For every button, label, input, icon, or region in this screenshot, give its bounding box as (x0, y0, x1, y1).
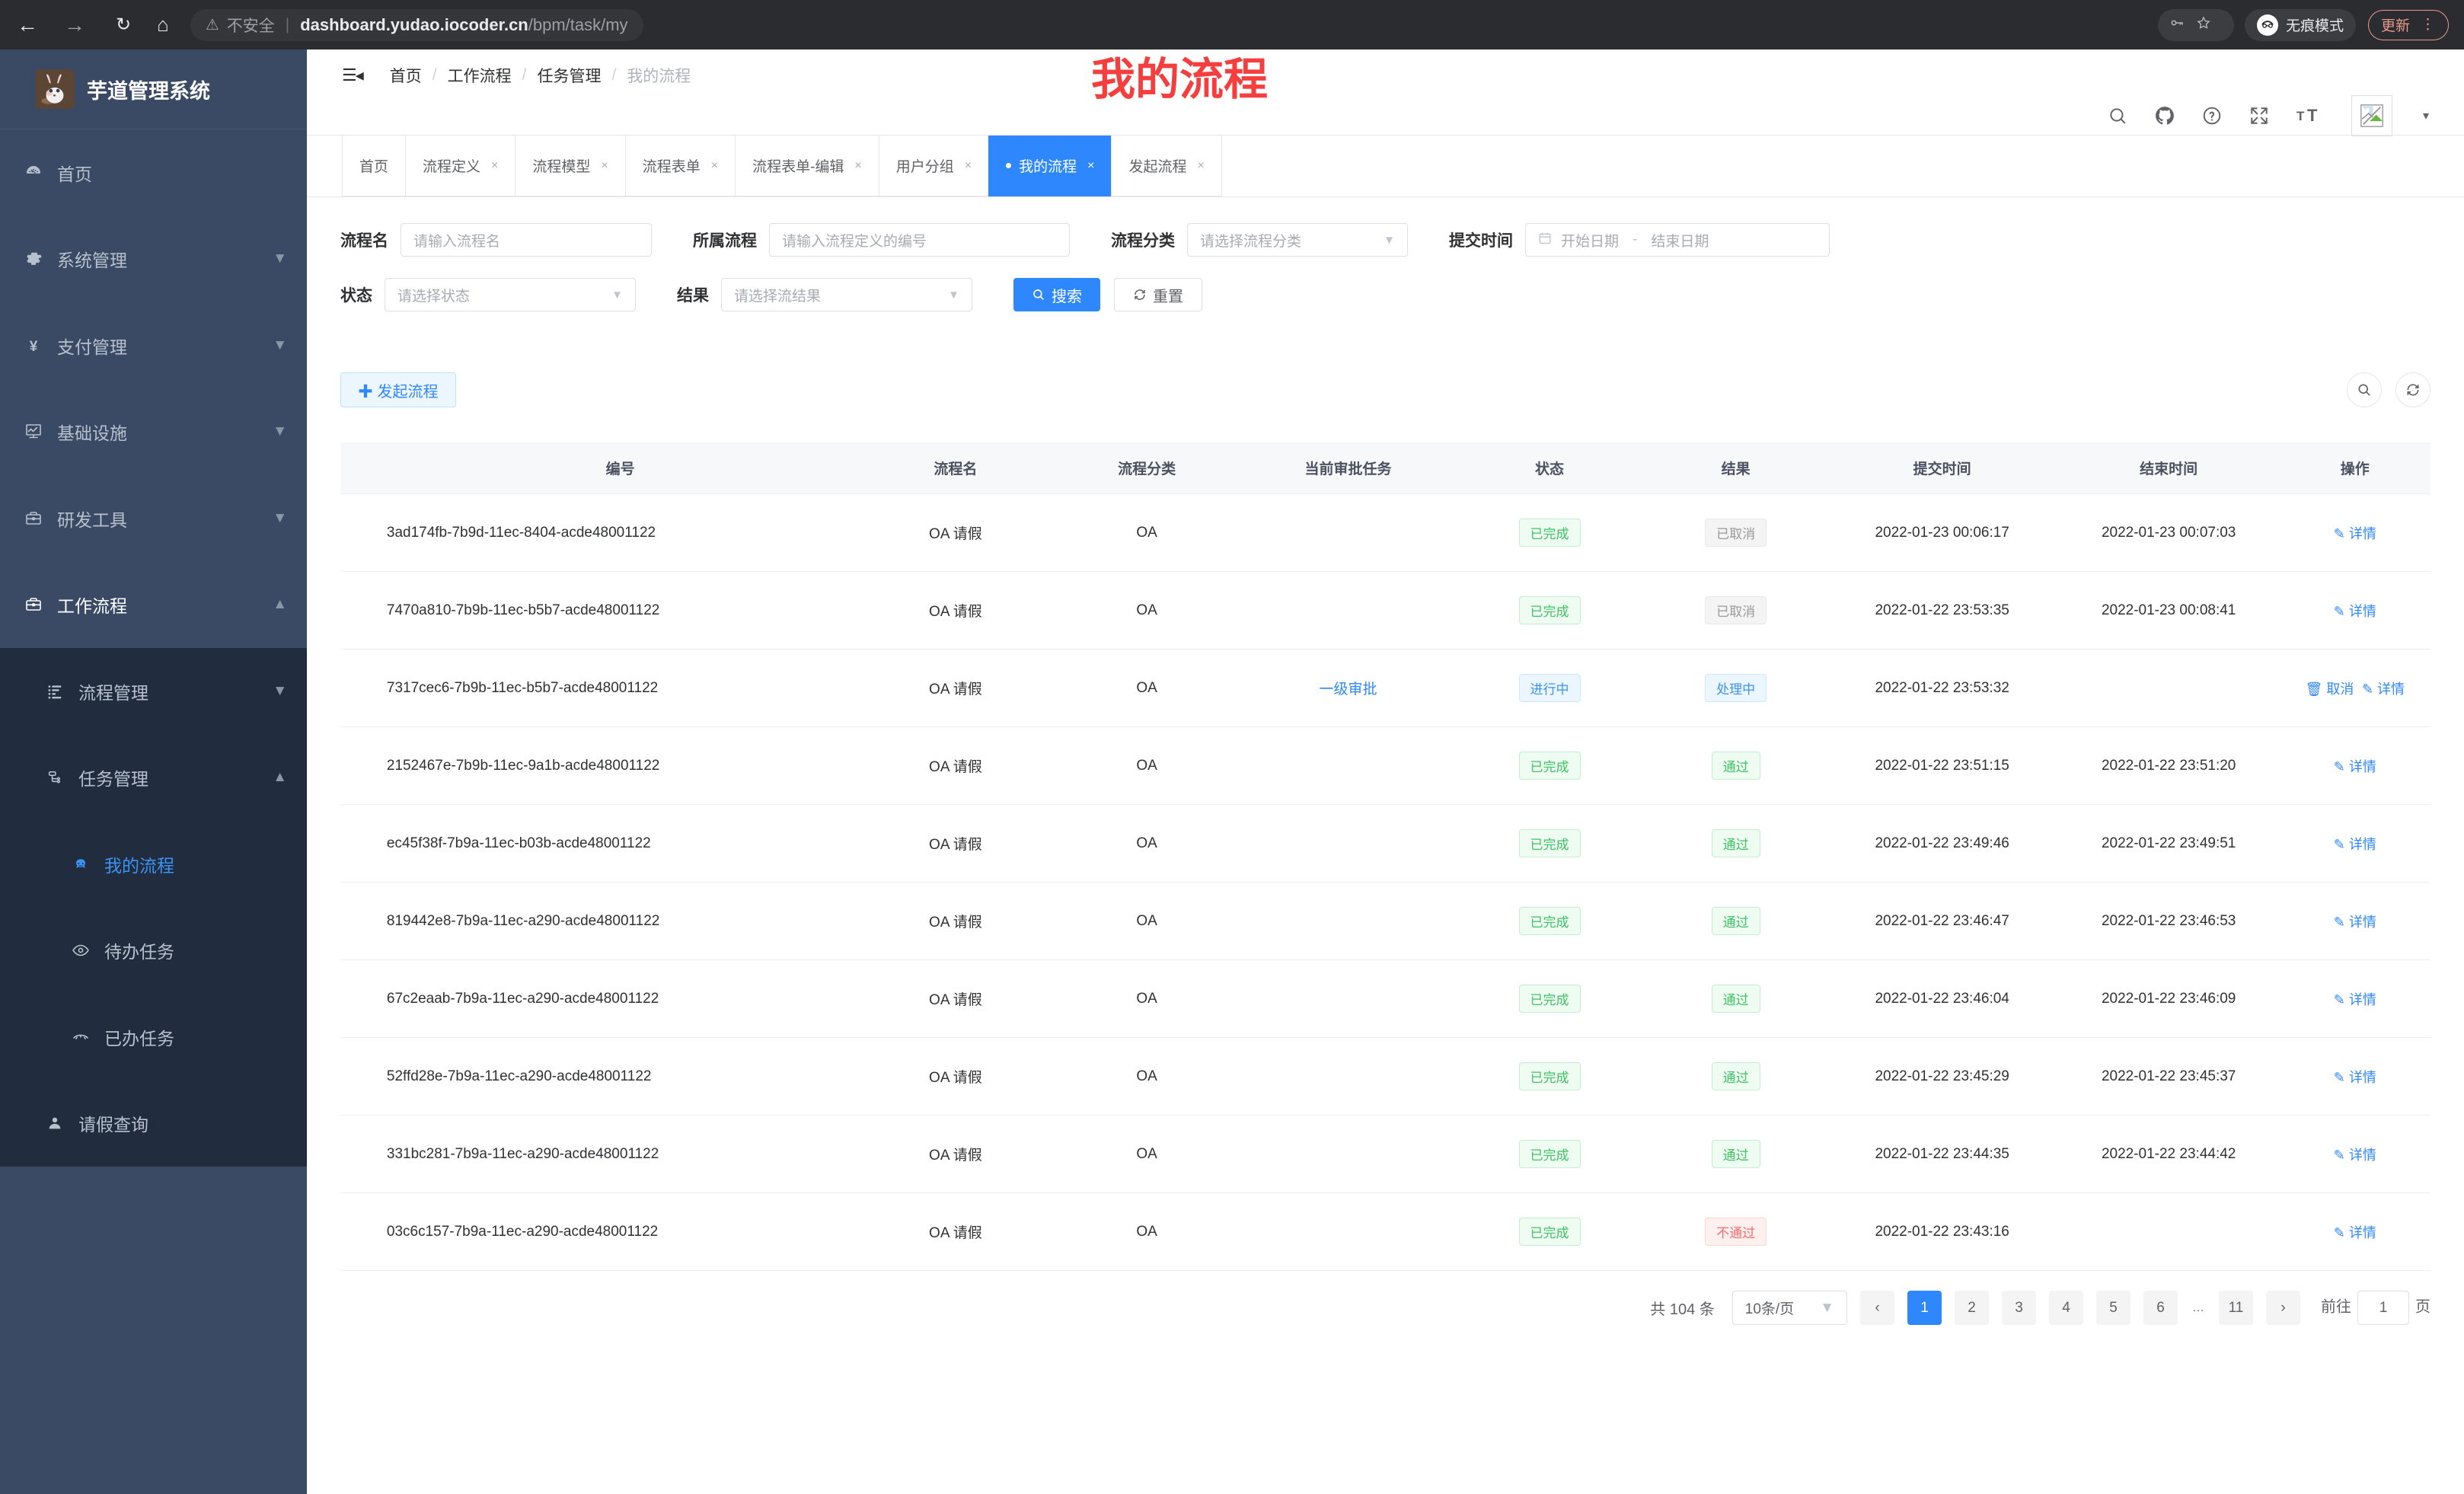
svg-text:¥: ¥ (29, 339, 37, 355)
svg-text:T: T (2296, 109, 2305, 123)
svg-text:T: T (2307, 106, 2318, 125)
